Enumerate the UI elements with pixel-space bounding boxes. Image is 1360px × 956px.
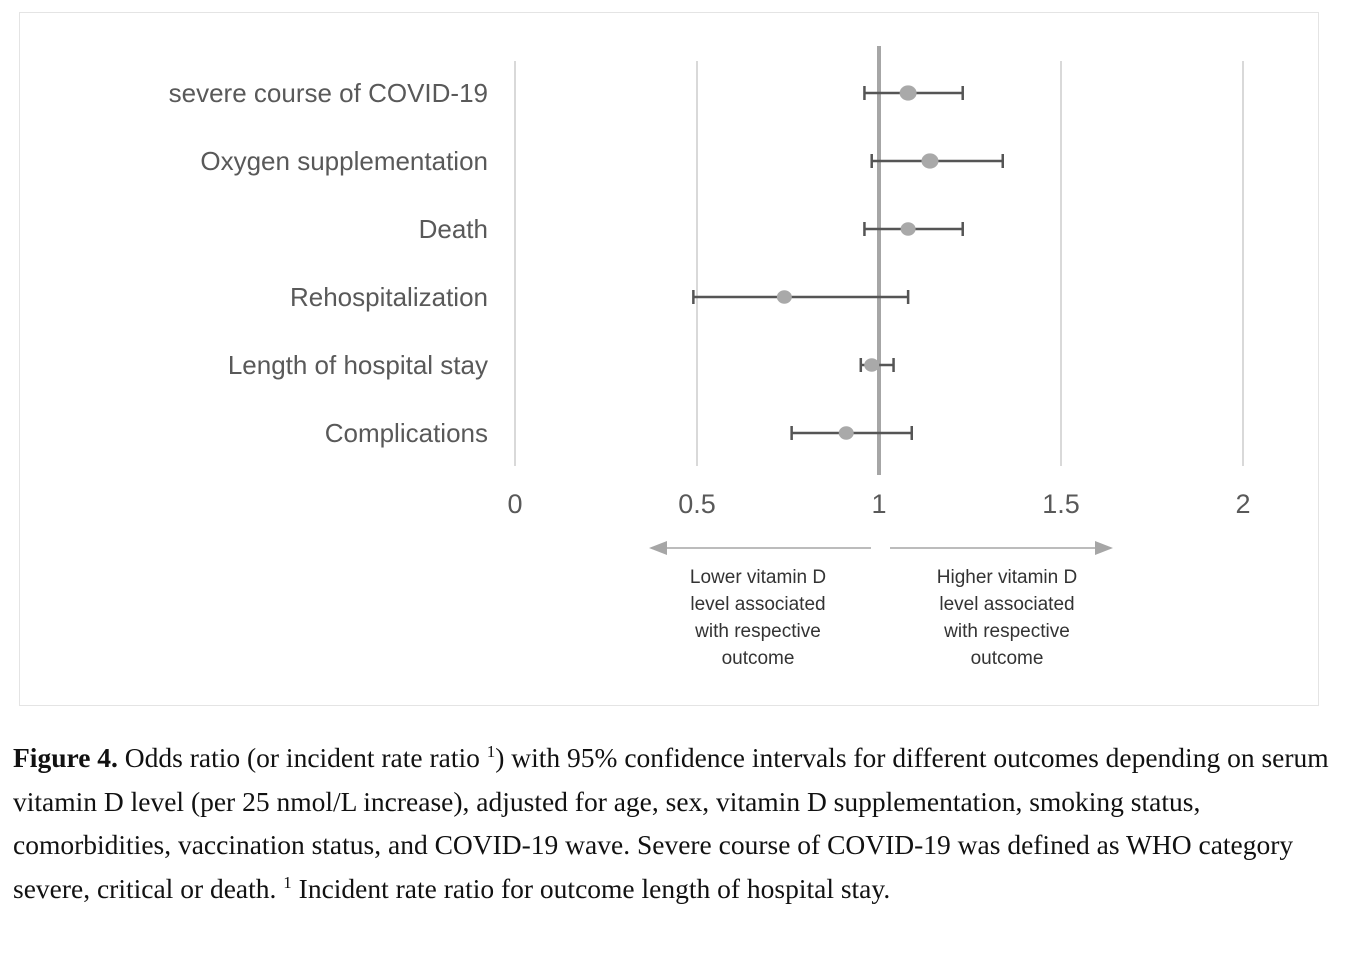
category-label: Complications	[325, 418, 488, 448]
x-tick-label: 1.5	[1042, 489, 1080, 519]
estimate-point	[838, 426, 854, 440]
estimate-point	[776, 290, 792, 304]
x-tick-label: 2	[1235, 489, 1250, 519]
estimate-point	[921, 153, 939, 169]
forest-plot: 0 0.5 1 1.5 2 severe course of COVID-19 Oxygen…	[19, 12, 1319, 706]
estimate-point	[899, 85, 917, 101]
annotation-left: outcome	[722, 648, 795, 669]
caption-label: Figure 4.	[13, 742, 118, 773]
annotation-left: Lower vitamin D	[690, 567, 826, 588]
category-label: Oxygen supplementation	[200, 146, 488, 176]
estimate-point	[900, 222, 916, 236]
estimate-point	[864, 358, 880, 372]
category-label: Length of hospital stay	[228, 350, 488, 380]
arrow-left-icon	[649, 541, 667, 555]
annotation-right: with respective	[943, 621, 1070, 642]
category-label: Death	[419, 214, 488, 244]
x-tick-label: 0	[507, 489, 522, 519]
annotation-right: level associated	[939, 594, 1074, 615]
annotation-right: Higher vitamin D	[937, 567, 1077, 588]
category-label: severe course of COVID-19	[169, 78, 488, 108]
x-tick-label: 1	[871, 489, 886, 519]
annotation-left: with respective	[694, 621, 821, 642]
arrow-right-icon	[1095, 541, 1113, 555]
category-label: Rehospitalization	[290, 282, 488, 312]
x-tick-label: 0.5	[678, 489, 716, 519]
figure-caption: Figure 4. Odds ratio (or incident rate r…	[13, 742, 1329, 904]
annotation-left: level associated	[690, 594, 825, 615]
annotation-right: outcome	[971, 648, 1044, 669]
